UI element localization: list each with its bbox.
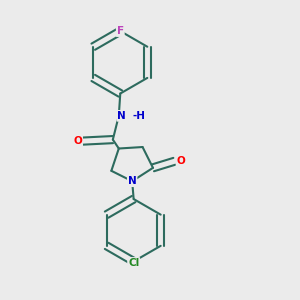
- Text: -H: -H: [132, 111, 145, 121]
- Text: O: O: [74, 136, 82, 146]
- Text: N: N: [117, 111, 126, 121]
- Text: O: O: [176, 156, 185, 166]
- Text: N: N: [128, 176, 136, 186]
- Text: F: F: [117, 26, 124, 36]
- Text: Cl: Cl: [128, 258, 139, 268]
